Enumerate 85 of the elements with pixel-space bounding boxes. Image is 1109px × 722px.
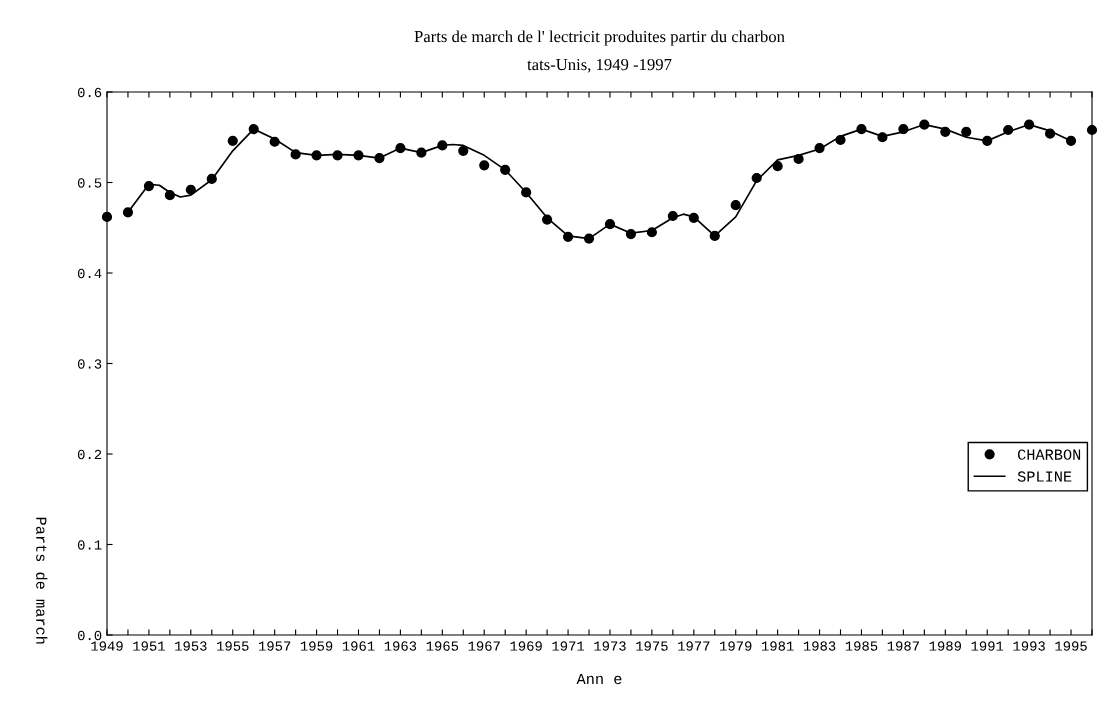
y-tick-label: 0.2 bbox=[77, 449, 102, 460]
point bbox=[646, 227, 657, 238]
chart-title: Parts de march de l' lectricit produites partir du charbon bbox=[414, 30, 785, 46]
point bbox=[919, 119, 930, 130]
x-tick-label: 1993 bbox=[1013, 641, 1045, 651]
x-tick-label: 1987 bbox=[887, 641, 919, 651]
point bbox=[290, 149, 301, 160]
x-tick-label: 1953 bbox=[175, 641, 207, 651]
point bbox=[604, 219, 616, 230]
y-tick-label: 0.5 bbox=[77, 178, 102, 188]
point bbox=[185, 184, 196, 195]
point bbox=[625, 228, 637, 240]
point bbox=[143, 181, 155, 192]
x-axis-title: Ann e bbox=[576, 673, 622, 685]
point bbox=[814, 143, 825, 154]
point bbox=[1086, 124, 1098, 136]
x-tick-label: 1967 bbox=[468, 641, 500, 651]
legend-label: CHARBON bbox=[1017, 449, 1081, 460]
point bbox=[877, 132, 888, 143]
y-tick-label: 0.1 bbox=[77, 540, 102, 550]
y-tick-label: 0.0 bbox=[77, 630, 102, 641]
x-tick-label: 1963 bbox=[384, 641, 417, 651]
point bbox=[982, 135, 993, 146]
point bbox=[164, 190, 175, 201]
y-tick-label: 0.4 bbox=[77, 268, 102, 279]
chart-subtitle: tats-Unis, 1949 -1997 bbox=[527, 58, 672, 73]
y-axis-title: Parts de march bbox=[36, 517, 48, 644]
x-tick-label: 1961 bbox=[342, 641, 375, 651]
point bbox=[688, 212, 699, 223]
point bbox=[940, 126, 951, 137]
point bbox=[562, 231, 574, 242]
point bbox=[101, 211, 113, 222]
point bbox=[374, 152, 385, 164]
point bbox=[856, 124, 867, 135]
x-tick-label: 1981 bbox=[761, 641, 794, 651]
point bbox=[793, 153, 804, 165]
point bbox=[667, 210, 678, 222]
point bbox=[730, 200, 741, 211]
point bbox=[835, 134, 846, 146]
x-tick-label: 1975 bbox=[636, 641, 668, 651]
point bbox=[583, 233, 595, 244]
x-tick-label: 1971 bbox=[552, 641, 585, 651]
x-tick-label: 1991 bbox=[971, 641, 1004, 651]
point bbox=[353, 150, 364, 161]
point bbox=[437, 140, 448, 151]
x-tick-label: 1979 bbox=[720, 641, 752, 651]
x-tick-label: 1959 bbox=[300, 641, 333, 651]
point bbox=[751, 172, 762, 184]
point bbox=[395, 143, 406, 154]
point bbox=[500, 164, 511, 175]
point bbox=[206, 173, 217, 184]
point bbox=[311, 150, 322, 161]
y-tick-label: 0.6 bbox=[77, 87, 102, 98]
point bbox=[122, 207, 134, 218]
x-tick-label: 1951 bbox=[133, 641, 165, 651]
point bbox=[248, 124, 259, 135]
point bbox=[416, 147, 427, 158]
x-tick-label: 1977 bbox=[678, 641, 710, 651]
point bbox=[961, 126, 972, 137]
point bbox=[709, 230, 720, 241]
point bbox=[458, 145, 469, 156]
point bbox=[898, 124, 909, 135]
x-tick-label: 1949 bbox=[91, 641, 123, 651]
x-tick-label: 1969 bbox=[510, 641, 542, 651]
x-tick-label: 1965 bbox=[426, 641, 459, 651]
point bbox=[521, 187, 532, 198]
x-tick-label: 1957 bbox=[258, 641, 291, 651]
x-tick-label: 1995 bbox=[1055, 641, 1087, 651]
point bbox=[269, 136, 280, 147]
point bbox=[227, 135, 238, 146]
point bbox=[1003, 124, 1014, 136]
point bbox=[479, 160, 490, 171]
x-tick-label: 1955 bbox=[217, 641, 249, 651]
point bbox=[772, 161, 783, 172]
point bbox=[1044, 128, 1056, 139]
x-tick-label: 1983 bbox=[803, 641, 836, 651]
point bbox=[332, 150, 343, 161]
point bbox=[1065, 135, 1077, 146]
x-tick-label: 1973 bbox=[594, 641, 626, 651]
point bbox=[542, 214, 553, 225]
x-tick-label: 1985 bbox=[845, 641, 878, 651]
y-tick-label: 0.3 bbox=[77, 359, 102, 369]
x-tick-label: 1989 bbox=[929, 641, 961, 651]
point bbox=[1024, 119, 1035, 130]
legend-label: SPLINE bbox=[1017, 471, 1072, 482]
